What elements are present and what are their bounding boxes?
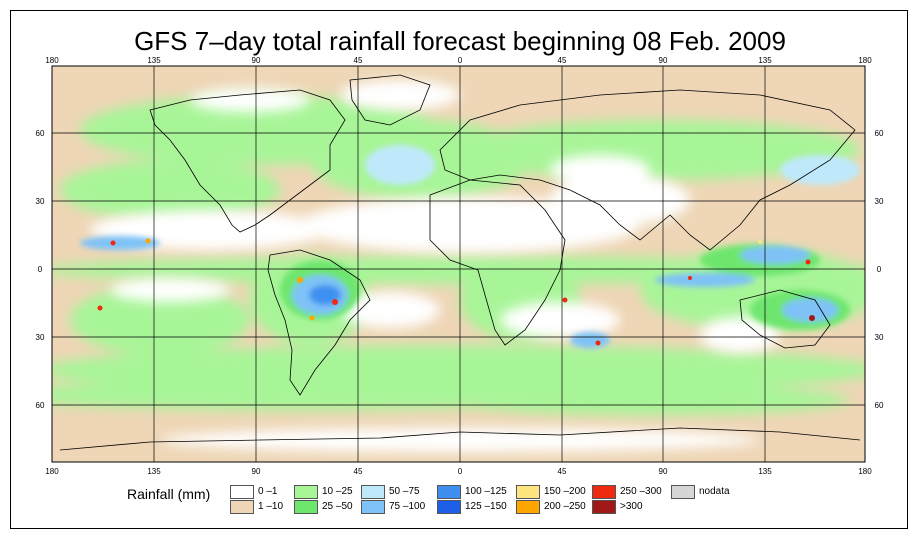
legend-label: 25 –50 xyxy=(322,501,353,512)
legend-swatch xyxy=(230,500,254,514)
right-tick-label: 60 xyxy=(875,401,884,410)
bottom-tick-label: 135 xyxy=(147,467,161,476)
legend-swatch xyxy=(437,485,461,499)
north-america-outline xyxy=(149,89,346,233)
legend-swatch xyxy=(361,500,385,514)
map-title: GFS 7–day total rainfall forecast beginn… xyxy=(134,26,786,56)
legend-swatch xyxy=(592,485,616,499)
top-tick-label: 90 xyxy=(659,56,668,65)
legend-label: 200 –250 xyxy=(544,501,586,512)
legend-label: 1 –10 xyxy=(258,501,284,512)
right-tick-label: 0 xyxy=(877,265,882,274)
top-tick-label: 45 xyxy=(354,56,363,65)
bottom-tick-label: 135 xyxy=(758,467,772,476)
legend-label: 100 –125 xyxy=(465,486,507,497)
top-tick-label: 90 xyxy=(252,56,261,65)
legend-label: 50 –75 xyxy=(389,486,420,497)
legend-swatch xyxy=(294,500,318,514)
right-tick-label: 30 xyxy=(875,197,884,206)
figure-frame xyxy=(10,10,908,529)
left-tick-label: 30 xyxy=(36,333,45,342)
top-tick-label: 180 xyxy=(45,56,59,65)
europe-asia-outline xyxy=(439,89,856,251)
legend-swatch xyxy=(516,485,540,499)
right-tick-label: 60 xyxy=(875,129,884,138)
bottom-tick-label: 180 xyxy=(45,467,59,476)
top-tick-label: 180 xyxy=(858,56,872,65)
rain-extremes xyxy=(97,238,815,346)
bottom-tick-label: 90 xyxy=(252,467,261,476)
bottom-tick-label: 90 xyxy=(659,467,668,476)
top-tick-label: 135 xyxy=(758,56,772,65)
axis-ticks: 180 135 90 45 0 45 90 135 180 180 135 90 45 0 45 90 135 1… xyxy=(36,56,884,476)
top-tick-label: 45 xyxy=(558,56,567,65)
top-tick-label: 135 xyxy=(147,56,161,65)
left-tick-label: 60 xyxy=(36,401,45,410)
legend-label: 150 –200 xyxy=(544,486,586,497)
legend-label: 75 –100 xyxy=(389,501,426,512)
legend-swatch xyxy=(294,485,318,499)
legend-swatch xyxy=(592,500,616,514)
legend-label: >300 xyxy=(620,501,643,512)
map-border xyxy=(51,65,866,463)
legend-label: nodata xyxy=(699,486,730,497)
top-tick-label: 0 xyxy=(458,56,463,65)
south-america-outline xyxy=(267,249,371,396)
rain-field-light xyxy=(52,95,865,415)
bottom-tick-label: 45 xyxy=(354,467,363,476)
legend-swatch xyxy=(671,485,695,499)
left-tick-label: 30 xyxy=(36,197,45,206)
legend-swatch xyxy=(437,500,461,514)
legend-label: 10 –25 xyxy=(322,486,353,497)
bottom-tick-label: 0 xyxy=(458,467,463,476)
legend-label: 250 –300 xyxy=(620,486,662,497)
legend-swatch xyxy=(361,485,385,499)
right-tick-label: 30 xyxy=(875,333,884,342)
left-tick-label: 60 xyxy=(36,129,45,138)
legend-swatch xyxy=(230,485,254,499)
bottom-tick-label: 45 xyxy=(558,467,567,476)
bottom-tick-label: 180 xyxy=(858,467,872,476)
greenland-outline xyxy=(349,74,431,126)
legend-title: Rainfall (mm) xyxy=(127,486,211,502)
legend-label: 125 –150 xyxy=(465,501,507,512)
legend-swatch xyxy=(516,500,540,514)
africa-outline xyxy=(429,179,566,346)
left-tick-label: 0 xyxy=(38,265,43,274)
australia-outline xyxy=(739,289,831,349)
graticule xyxy=(52,66,865,462)
legend-label: 0 –1 xyxy=(258,486,278,497)
